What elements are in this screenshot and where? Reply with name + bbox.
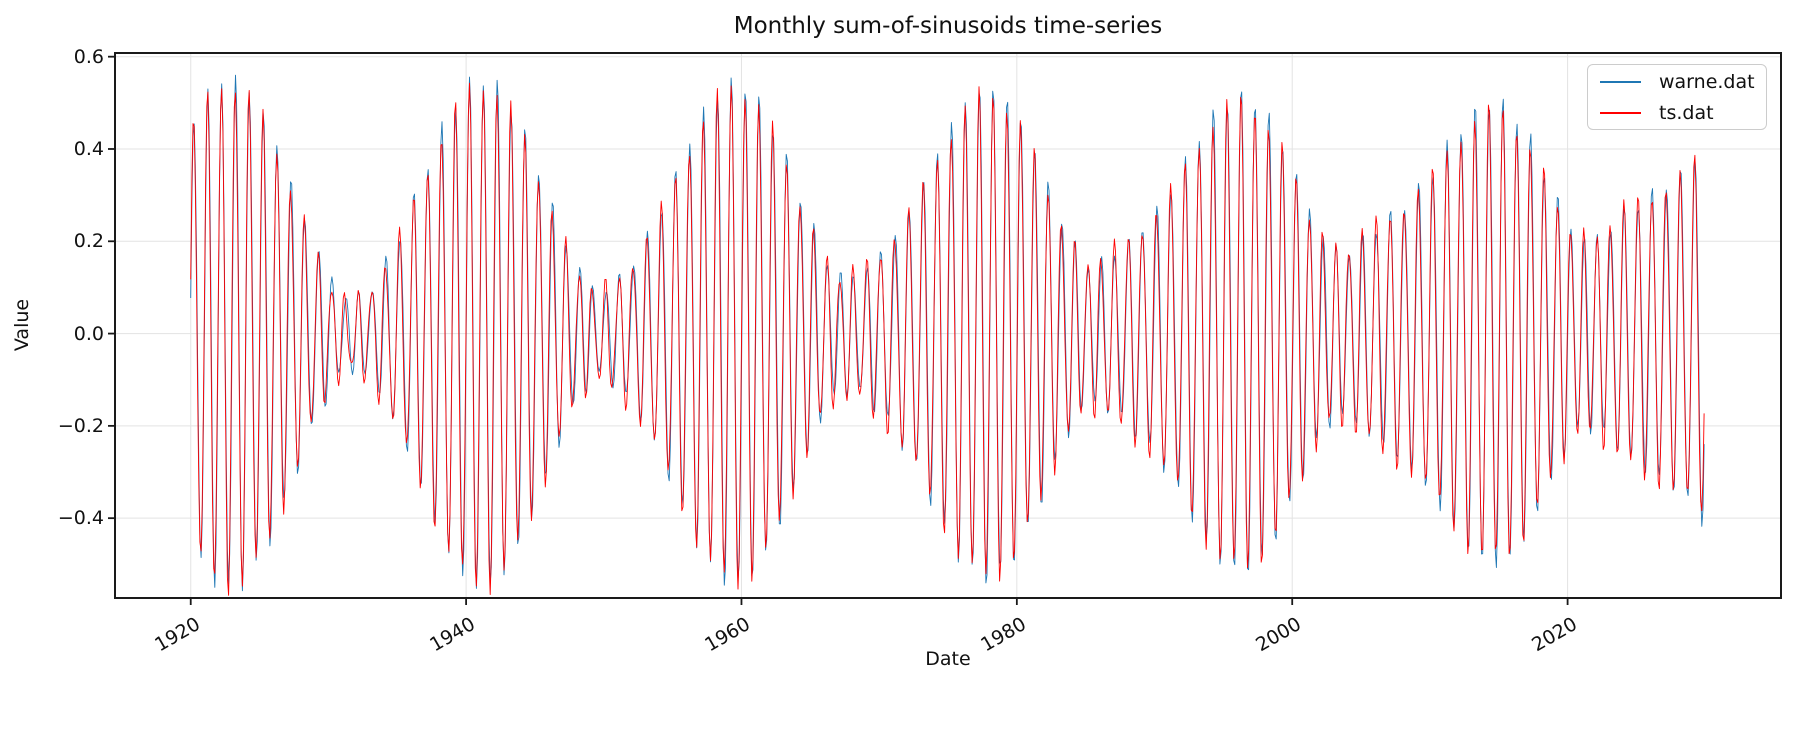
y-tick-label: 0.2 xyxy=(73,230,104,253)
legend-label: warne.dat xyxy=(1659,70,1755,93)
legend-line-swatch-red xyxy=(1600,111,1641,114)
series-line-ts-dat xyxy=(190,82,1705,596)
x-axis-label: Date xyxy=(925,648,971,670)
plot-border xyxy=(114,52,1782,599)
legend-item-warne-dat: warne.dat xyxy=(1598,70,1756,94)
axes-spines-and-ticks xyxy=(108,52,1782,605)
y-tick-label: 0.6 xyxy=(73,45,104,68)
y-tick-label: 0.4 xyxy=(73,137,104,160)
legend-item-ts-dat: ts.dat xyxy=(1598,101,1756,125)
legend-label: ts.dat xyxy=(1659,101,1714,124)
series-lines xyxy=(190,74,1705,596)
legend: warne.dat ts.dat xyxy=(1587,64,1767,130)
legend-line-swatch-blue xyxy=(1600,80,1641,83)
y-tick-label: 0.0 xyxy=(73,322,104,345)
y-tick-label: −0.4 xyxy=(57,507,104,530)
chart-title: Monthly sum-of-sinusoids time-series xyxy=(733,13,1163,39)
y-tick-label: −0.2 xyxy=(57,414,104,437)
